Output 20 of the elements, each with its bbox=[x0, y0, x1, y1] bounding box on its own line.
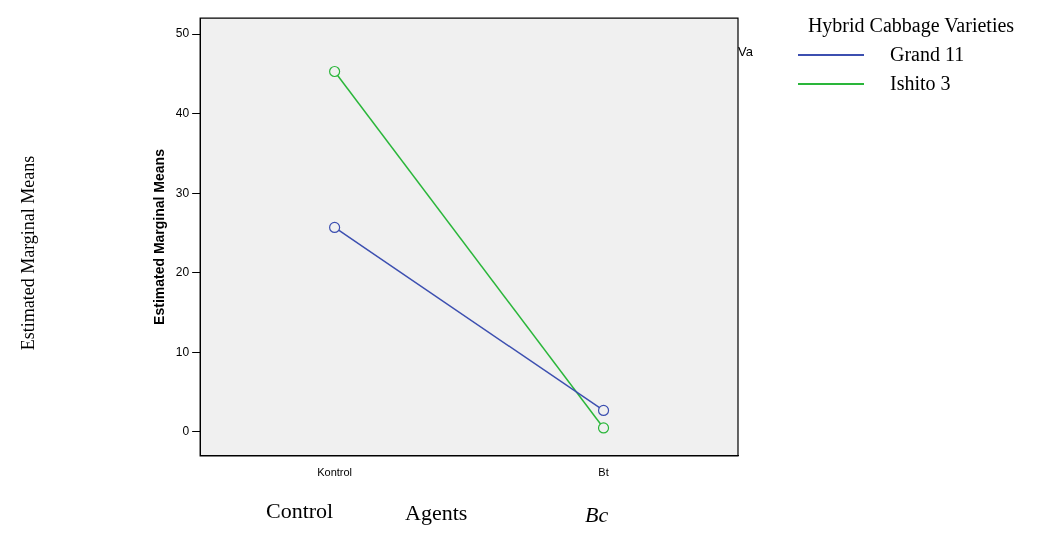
text: Estimated Marginal Means bbox=[17, 155, 39, 351]
point bbox=[329, 65, 341, 78]
point bbox=[329, 221, 341, 234]
y-tick-label: 30 bbox=[175, 185, 190, 200]
y-tick-label: 10 bbox=[175, 344, 190, 359]
text: Control bbox=[266, 498, 334, 524]
legend-label: Ishito 3 bbox=[890, 72, 951, 95]
legend-label: Grand 11 bbox=[890, 43, 965, 66]
y-tick-label: 50 bbox=[175, 26, 190, 41]
point bbox=[597, 422, 610, 434]
text: Bc bbox=[585, 502, 609, 528]
x-tick-label: Bt bbox=[598, 466, 609, 479]
text: Agents bbox=[405, 500, 468, 526]
y-tick-label: 0 bbox=[182, 424, 190, 439]
x-tick-label: Kontrol bbox=[317, 466, 353, 479]
y-tick-label: 40 bbox=[175, 105, 190, 120]
point bbox=[597, 404, 610, 417]
y-tick-label: 20 bbox=[175, 265, 190, 280]
legend-title: Hybrid Cabbage Varieties bbox=[806, 14, 1016, 37]
y-axis-title: Estimated Marginal Means bbox=[151, 148, 168, 325]
